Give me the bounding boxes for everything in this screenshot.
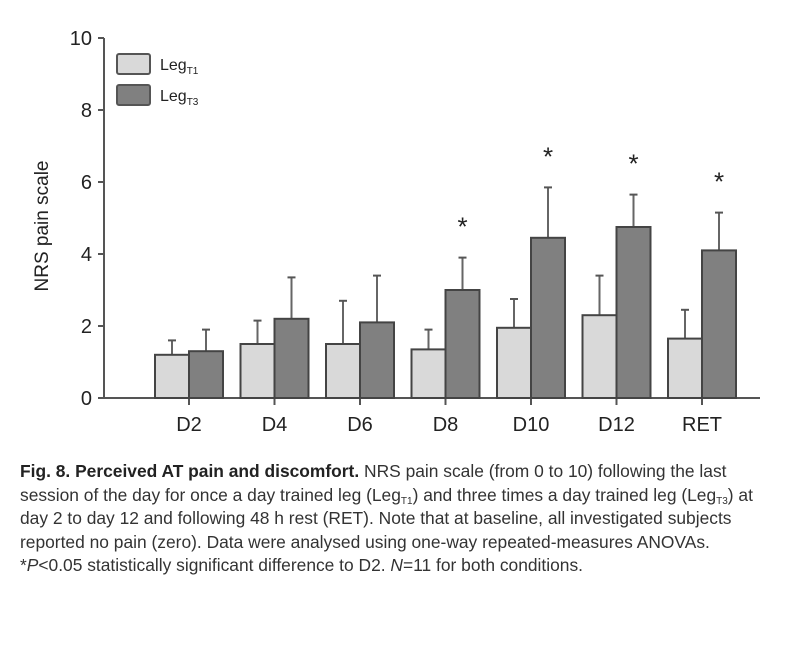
legend-subscript: T1 (187, 66, 199, 77)
bar-t3-d4 (273, 317, 310, 399)
legend-label-t1: LegT1 (160, 57, 199, 77)
bar-t1-d8 (410, 348, 447, 399)
x-tick-label: D8 (433, 414, 459, 436)
significance-asterisk: * (543, 141, 553, 171)
y-tick-label: 8 (81, 100, 92, 122)
significance-asterisk: * (457, 212, 467, 242)
bar-t3-d12 (615, 226, 652, 399)
bar-t1-d4 (239, 343, 276, 399)
caption-p-symbol: P (26, 555, 39, 575)
significance-asterisk: * (714, 167, 724, 197)
caption-text-3: ) at day 2 to day 12 and following 48 h … (20, 484, 753, 576)
bars: * * * * (154, 141, 737, 400)
caption-text-5: =11 for both conditions. (402, 555, 583, 575)
x-tick-label: D4 (262, 414, 288, 436)
significance-asterisk: * (628, 149, 638, 179)
y-tick-label: 4 (81, 244, 92, 266)
legend-subscript: T3 (187, 97, 199, 108)
caption-n-symbol: N (390, 555, 403, 575)
bar-t3-d10 (530, 236, 566, 399)
y-tick-label: 6 (81, 172, 92, 194)
legend-label-t3: LegT3 (160, 88, 199, 108)
x-tick-label: D10 (513, 414, 550, 436)
legend: LegT1 LegT3 (116, 53, 199, 108)
bar-t3-d2 (188, 350, 224, 400)
bar-t3-ret (701, 249, 737, 399)
caption-sub-1: T1 (400, 495, 413, 507)
bar-t3-d8 (444, 289, 481, 399)
bar-t3-d6 (359, 321, 395, 399)
legend-swatch-t3 (116, 84, 151, 106)
caption-text-4: <0.05 statistically significant differen… (38, 555, 391, 575)
caption-text-1: NRS pain scale (from 0 to 10) following … (20, 461, 727, 505)
figure-caption: Fig. 8. Perceived AT pain and discomfort… (20, 460, 775, 578)
bar-t1-d2 (154, 353, 190, 399)
axes: 0 2 4 6 8 10 NRS pain scale D2 D4 D6 D8 D10 D12 RET (32, 28, 760, 436)
y-tick-label: 2 (81, 316, 92, 338)
bar-t1-d10 (496, 326, 532, 399)
x-tick-label: D6 (347, 414, 373, 436)
x-tick-label: RET (682, 414, 722, 436)
x-tick-label: D2 (176, 414, 202, 436)
y-axis-label: NRS pain scale (32, 161, 53, 292)
x-tick-label: D12 (598, 414, 635, 436)
bar-t1-ret (667, 337, 703, 400)
y-tick-label: 10 (70, 28, 92, 50)
y-tick-label: 0 (81, 388, 92, 410)
bar-t1-d6 (325, 343, 361, 399)
caption-text-2: ) and three times a day trained leg (Leg (412, 484, 717, 505)
caption-sub-2: T3 (716, 495, 728, 507)
bar-t1-d12 (581, 314, 618, 400)
legend-swatch-t1 (116, 53, 151, 75)
caption-label: Fig. 8. Perceived AT pain and discomfort… (20, 461, 360, 481)
bar-chart: 0 2 4 6 8 10 NRS pain scale D2 D4 D6 D8 D10 D12 RET *… (32, 28, 760, 436)
